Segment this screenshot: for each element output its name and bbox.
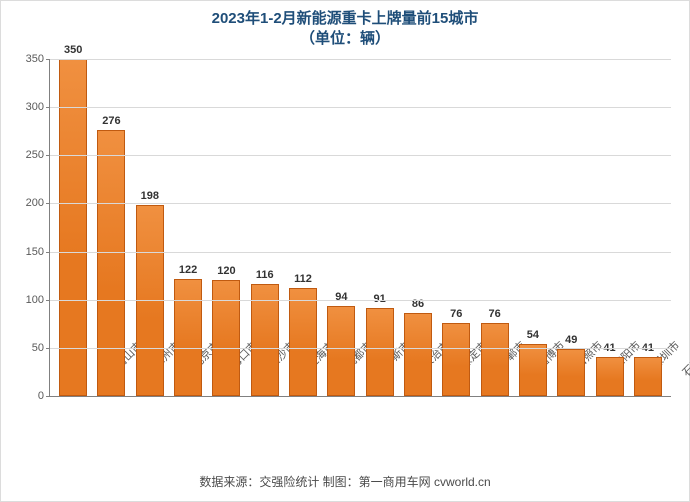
bar: 86保定市 — [404, 313, 432, 396]
y-tickmark — [46, 300, 50, 301]
bar: 49安阳市 — [557, 349, 585, 396]
bar: 122海口市 — [174, 279, 202, 396]
bar: 350唐山市 — [59, 59, 87, 396]
bar-value-label: 350 — [64, 44, 82, 56]
bar: 91长治市 — [366, 308, 394, 396]
bar-value-label: 49 — [565, 334, 577, 346]
bar: 112成都市 — [289, 288, 317, 396]
title-line2: （单位：辆） — [300, 30, 390, 47]
gridline — [50, 155, 671, 156]
y-tick-label: 300 — [26, 101, 44, 113]
bar-value-label: 112 — [294, 273, 312, 285]
bar: 54日照市 — [519, 344, 547, 396]
y-tick-label: 100 — [26, 294, 44, 306]
gridline — [50, 59, 671, 60]
y-tick-label: 200 — [26, 197, 44, 209]
bar: 120长沙市 — [212, 280, 240, 396]
bar: 76淄博市 — [481, 323, 509, 396]
gridline — [50, 252, 671, 253]
y-tickmark — [46, 252, 50, 253]
title-line1: 2023年1-2月新能源重卡上牌量前15城市 — [212, 10, 479, 27]
chart-title: 2023年1-2月新能源重卡上牌量前15城市 （单位：辆） — [11, 9, 679, 48]
y-tick-label: 50 — [32, 342, 44, 354]
bar: 94鄂尔多斯市 — [327, 306, 355, 397]
bar-value-label: 120 — [217, 265, 235, 277]
plot-area: 350唐山市276徐州市198北京市122海口市120长沙市116上海市112成… — [49, 59, 671, 397]
source-text: 数据来源：交强险统计 制图：第一商用车网 cvworld.cn — [11, 473, 679, 490]
gridline — [50, 348, 671, 349]
y-tickmark — [46, 107, 50, 108]
y-tickmark — [46, 155, 50, 156]
chart-frame: 2023年1-2月新能源重卡上牌量前15城市 （单位：辆） 350唐山市 276徐… — [0, 0, 690, 502]
bars-container: 350唐山市276徐州市198北京市122海口市120长沙市116上海市112成… — [50, 59, 671, 396]
bar-value-label: 276 — [102, 115, 120, 127]
bar-value-label: 54 — [527, 329, 539, 341]
y-tick-label: 250 — [26, 149, 44, 161]
bar-value-label: 76 — [450, 308, 462, 320]
y-tick-label: 0 — [38, 390, 44, 402]
bar-value-label: 198 — [141, 190, 159, 202]
y-tickmark — [46, 396, 50, 397]
gridline — [50, 300, 671, 301]
gridline — [50, 107, 671, 108]
y-tickmark — [46, 203, 50, 204]
gridline — [50, 203, 671, 204]
bar: 76邯郸市 — [442, 323, 470, 396]
y-tickmark — [46, 59, 50, 60]
y-tickmark — [46, 348, 50, 349]
y-tick-label: 150 — [26, 246, 44, 258]
bar-value-label: 76 — [488, 308, 500, 320]
bar-value-label: 116 — [256, 269, 274, 281]
bar: 41深圳市 — [596, 357, 624, 396]
bar-value-label: 122 — [179, 264, 197, 276]
chart: 2023年1-2月新能源重卡上牌量前15城市 （单位：辆） 350唐山市 276徐… — [11, 9, 679, 469]
bar: 276徐州市 — [97, 130, 125, 396]
y-tick-label: 350 — [26, 53, 44, 65]
bar: 41石家庄市 — [634, 357, 662, 396]
bar: 116上海市 — [251, 284, 279, 396]
